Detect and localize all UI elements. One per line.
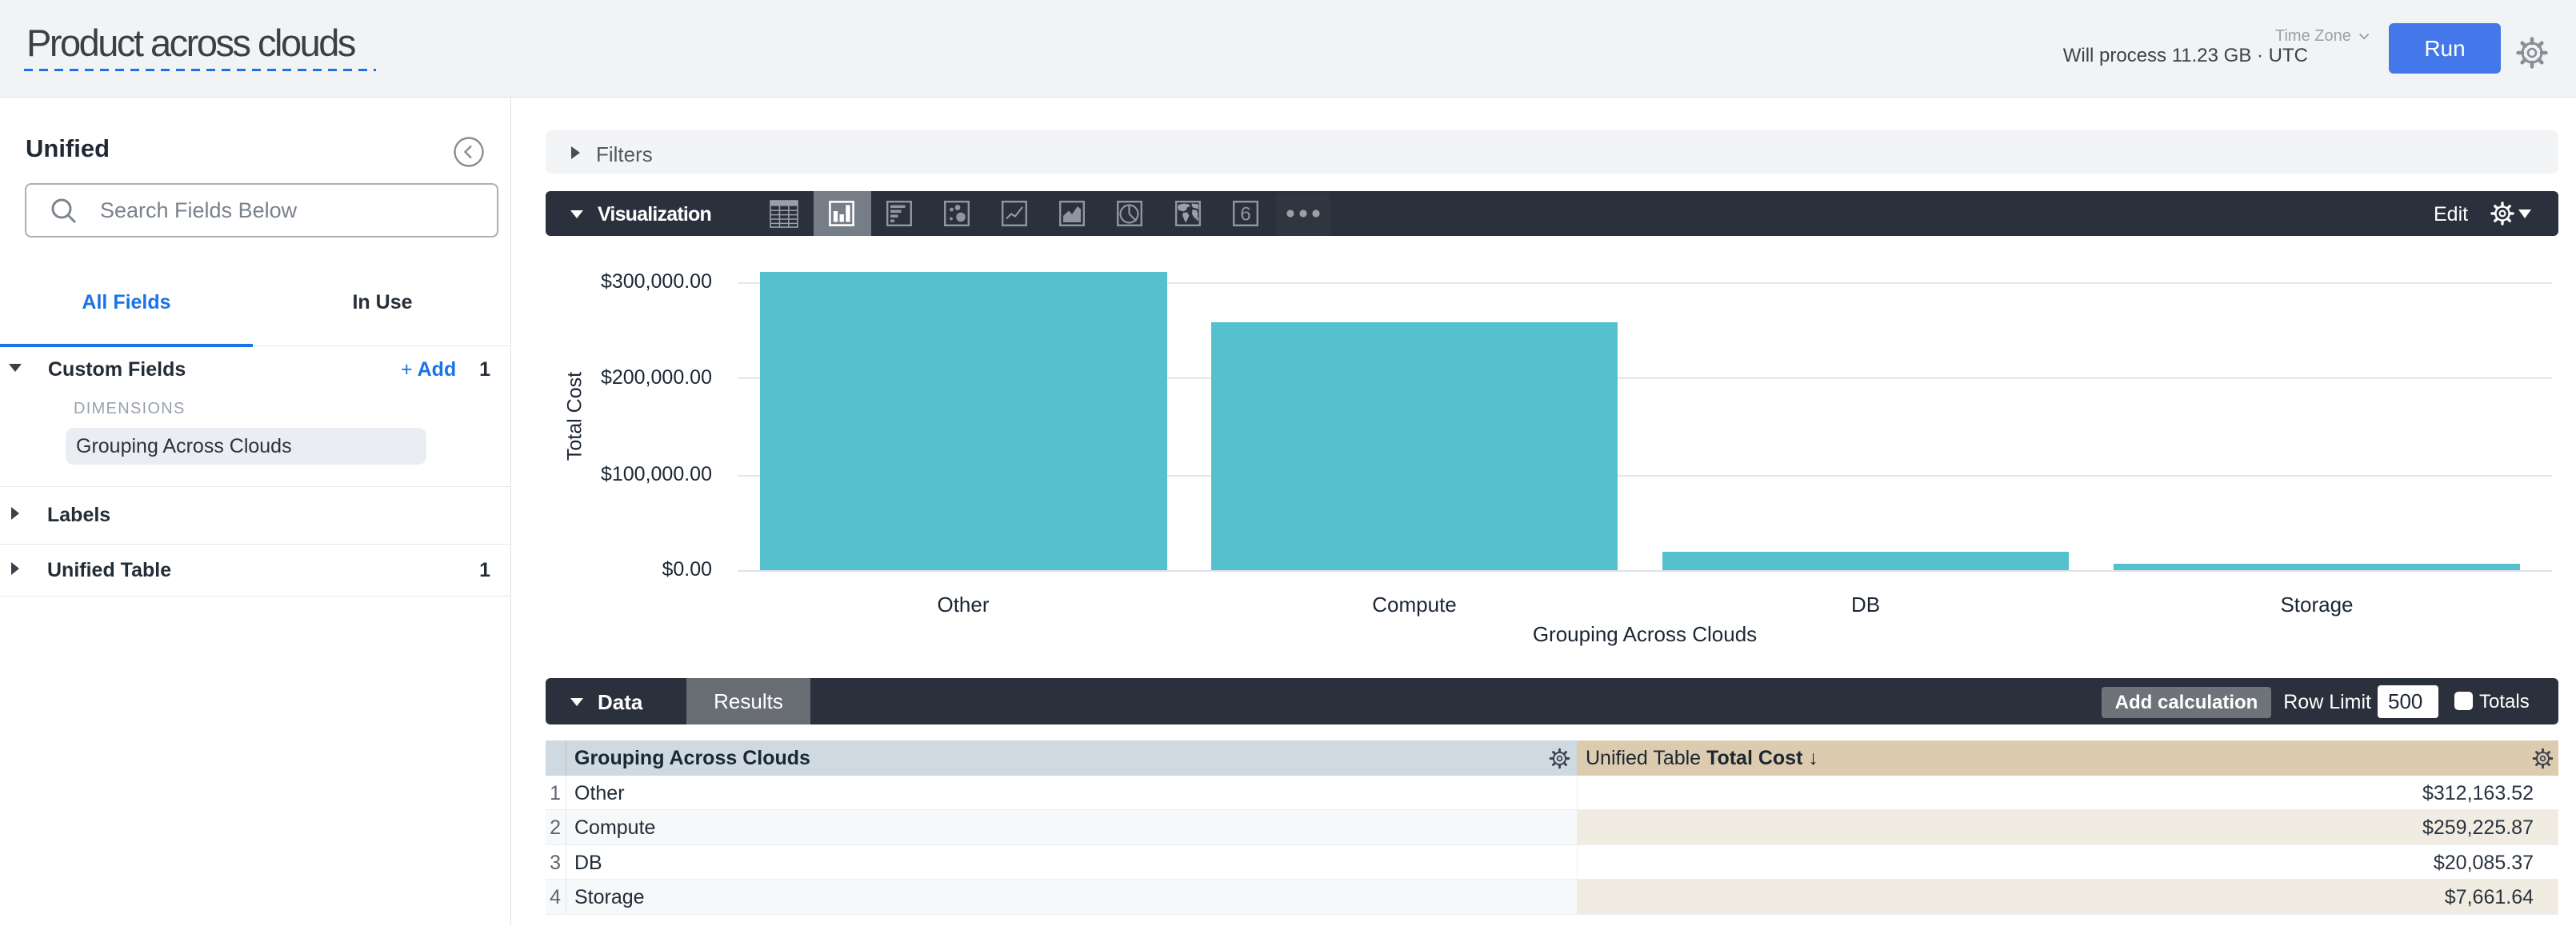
svg-text:6: 6 bbox=[1240, 204, 1250, 226]
